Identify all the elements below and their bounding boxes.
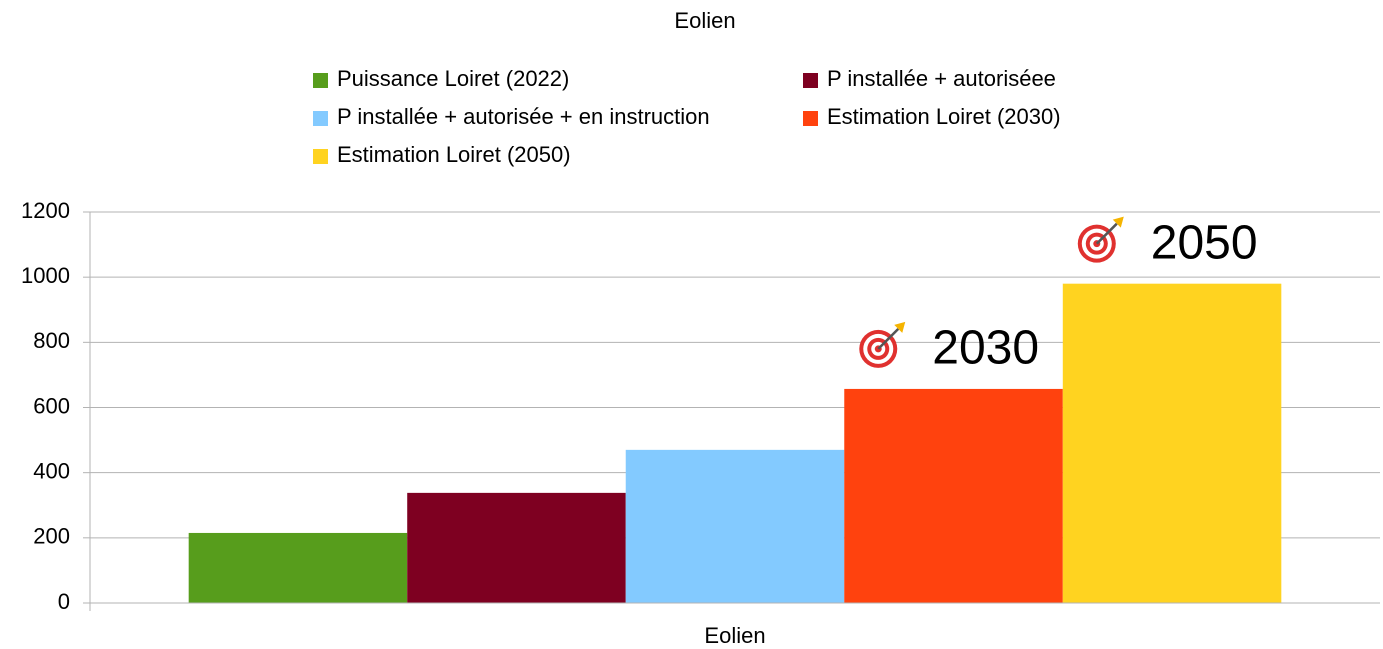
y-tick-label: 200: [33, 524, 70, 549]
legend-label: Estimation Loiret (2050): [337, 142, 571, 167]
x-tick-label: Eolien: [704, 623, 765, 648]
legend-swatch: [803, 111, 818, 126]
y-tick-label: 800: [33, 328, 70, 353]
target-arrow: [877, 328, 900, 350]
legend-label: Puissance Loiret (2022): [337, 66, 569, 91]
legend-label: P installée + autorisée + en instruction: [337, 104, 710, 129]
legend-swatch: [313, 73, 328, 88]
target-icon: [1077, 216, 1124, 263]
chart-title: Eolien: [674, 8, 735, 33]
legend-swatch: [803, 73, 818, 88]
y-tick-label: 0: [58, 589, 70, 614]
target-icon: [859, 321, 906, 368]
bar: [407, 492, 626, 603]
legend-label: Estimation Loiret (2030): [827, 104, 1061, 129]
target-fletch: [894, 321, 906, 333]
bar: [625, 449, 845, 603]
bar: [188, 532, 408, 603]
y-tick-label: 600: [33, 393, 70, 418]
annotation: 2030: [932, 322, 1039, 375]
legend-label: P installée + autoriséee: [827, 66, 1056, 91]
bar: [844, 388, 1063, 603]
legend-swatch: [313, 111, 328, 126]
target-fletch: [1112, 216, 1124, 228]
bar: [1062, 283, 1282, 603]
target-arrow: [1095, 222, 1118, 245]
annotation: 2050: [1151, 216, 1258, 269]
legend-swatch: [313, 149, 328, 164]
y-tick-label: 400: [33, 458, 70, 483]
y-tick-label: 1200: [21, 198, 70, 223]
y-tick-label: 1000: [21, 263, 70, 288]
